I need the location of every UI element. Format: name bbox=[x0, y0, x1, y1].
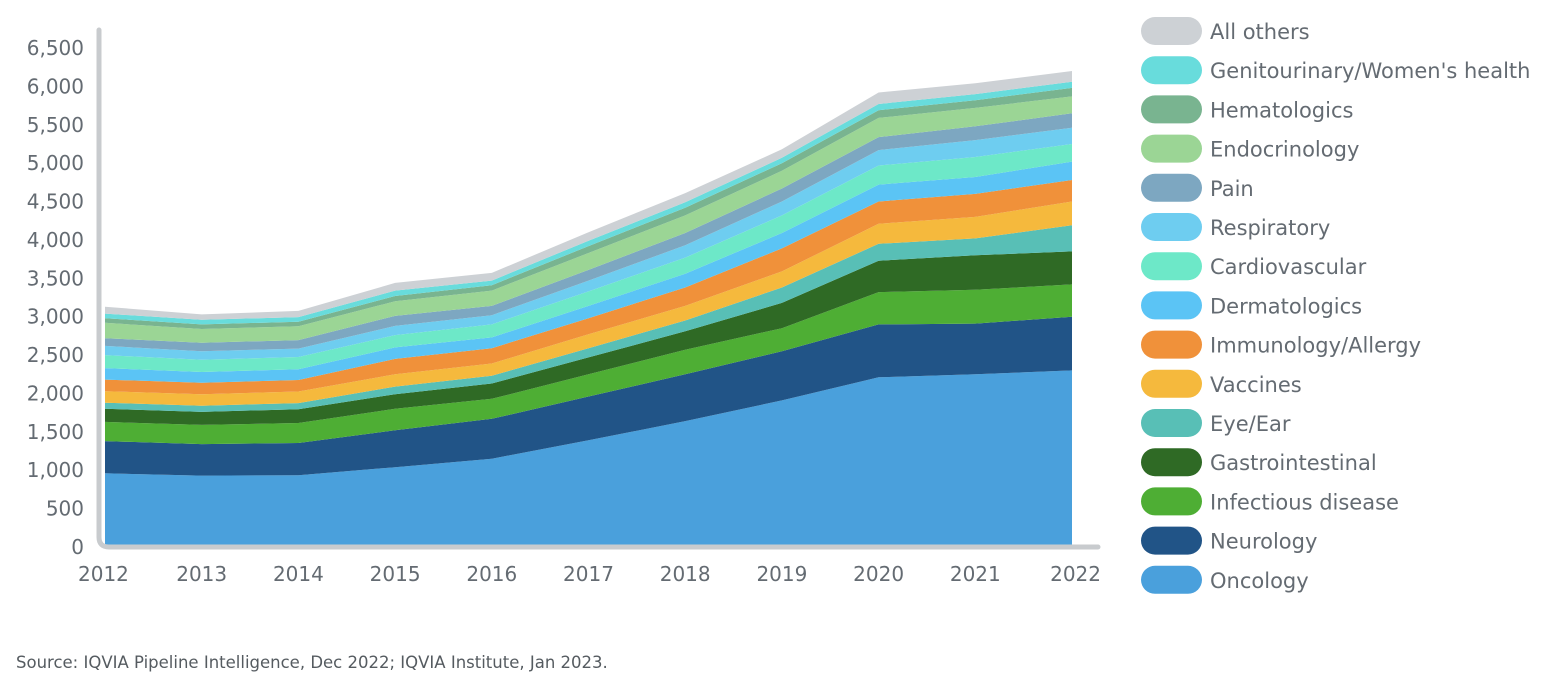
axes bbox=[96, 27, 1101, 550]
area-cardiovascular bbox=[105, 144, 1072, 372]
legend-swatch bbox=[1141, 448, 1202, 477]
legend-item: Gastrointestinal bbox=[1141, 448, 1377, 477]
legend-swatch bbox=[1141, 17, 1202, 45]
y-tick-label: 2,000 bbox=[27, 381, 84, 405]
x-tick-label: 2014 bbox=[273, 562, 324, 586]
y-tick-label: 5,500 bbox=[27, 113, 84, 137]
x-tick-label: 2015 bbox=[370, 562, 421, 586]
legend-swatch bbox=[1141, 213, 1202, 241]
y-tick-label: 4,000 bbox=[27, 228, 84, 252]
legend-item: Immunology/Allergy bbox=[1141, 330, 1421, 359]
x-tick-label: 2022 bbox=[1050, 562, 1101, 586]
legend-item: Oncology bbox=[1141, 565, 1309, 594]
legend-label: Respiratory bbox=[1210, 216, 1330, 240]
legend-swatch bbox=[1141, 565, 1202, 594]
y-tick-label: 6,000 bbox=[27, 74, 84, 98]
x-tick-label: 2020 bbox=[853, 562, 904, 586]
legend-swatch bbox=[1141, 291, 1202, 320]
legend-label: Immunology/Allergy bbox=[1210, 334, 1421, 358]
y-tick-label: 3,000 bbox=[27, 305, 84, 329]
legend-label: Dermatologics bbox=[1210, 294, 1362, 318]
legend-swatch bbox=[1141, 252, 1202, 281]
legend-swatch bbox=[1141, 409, 1202, 437]
legend-item: Hematologics bbox=[1141, 95, 1353, 124]
axis-line bbox=[96, 27, 1101, 550]
y-tick-label: 1,500 bbox=[27, 420, 84, 444]
area-eye-ear bbox=[105, 225, 1072, 412]
legend-label: Cardiovascular bbox=[1210, 255, 1367, 279]
area-neurology bbox=[105, 316, 1072, 476]
legend-item: Pain bbox=[1141, 173, 1254, 202]
legend: All others Genitourinary/Women's health He… bbox=[1141, 17, 1530, 594]
legend-label: Gastrointestinal bbox=[1210, 451, 1377, 475]
x-tick-label: 2018 bbox=[660, 562, 711, 586]
stacked-area-chart: 0 500 1,000 1,500 2,000 2,500 3,000 3,500 4,000 4… bbox=[27, 17, 1530, 594]
legend-label: Vaccines bbox=[1210, 373, 1302, 397]
legend-item: Infectious disease bbox=[1141, 487, 1399, 516]
y-tick-label: 6,500 bbox=[27, 36, 84, 60]
legend-label: Genitourinary/Women's health bbox=[1210, 59, 1530, 83]
y-axis-ticks: 0 500 1,000 1,500 2,000 2,500 3,000 3,500 4,000 4… bbox=[27, 36, 84, 559]
x-tick-label: 2017 bbox=[563, 562, 614, 586]
legend-item: Endocrinology bbox=[1141, 134, 1359, 163]
x-tick-label: 2012 bbox=[78, 562, 129, 586]
legend-label: Oncology bbox=[1210, 569, 1309, 593]
y-tick-label: 0 bbox=[71, 535, 84, 559]
legend-label: Pain bbox=[1210, 177, 1254, 201]
legend-label: All others bbox=[1210, 20, 1310, 44]
legend-item: Eye/Ear bbox=[1141, 409, 1291, 437]
area-series-group bbox=[105, 71, 1072, 547]
y-tick-label: 5,000 bbox=[27, 151, 84, 175]
y-tick-label: 1,000 bbox=[27, 458, 84, 482]
x-tick-label: 2019 bbox=[756, 562, 807, 586]
area-gastrointestinal bbox=[105, 251, 1072, 425]
x-axis-ticks: 2012 2013 2014 2015 2016 2017 2018 2019 2020 2021… bbox=[78, 562, 1101, 586]
legend-item: Cardiovascular bbox=[1141, 252, 1367, 281]
legend-label: Endocrinology bbox=[1210, 138, 1359, 162]
legend-swatch bbox=[1141, 134, 1202, 163]
legend-label: Eye/Ear bbox=[1210, 412, 1291, 436]
y-tick-label: 500 bbox=[46, 497, 84, 521]
legend-swatch bbox=[1141, 526, 1202, 555]
legend-swatch bbox=[1141, 173, 1202, 202]
legend-item: All others bbox=[1141, 17, 1310, 45]
legend-item: Neurology bbox=[1141, 526, 1317, 555]
legend-label: Infectious disease bbox=[1210, 490, 1399, 514]
source-note: Source: IQVIA Pipeline Intelligence, Dec… bbox=[16, 653, 608, 672]
x-tick-label: 2021 bbox=[950, 562, 1001, 586]
legend-label: Hematologics bbox=[1210, 98, 1353, 122]
area-dermatologics bbox=[105, 161, 1072, 383]
area-pain bbox=[105, 113, 1072, 352]
area-infectious-disease bbox=[105, 284, 1072, 445]
legend-swatch bbox=[1141, 369, 1202, 398]
area-vaccines bbox=[105, 201, 1072, 406]
legend-label: Neurology bbox=[1210, 530, 1317, 554]
legend-item: Dermatologics bbox=[1141, 291, 1362, 320]
y-tick-label: 2,500 bbox=[27, 343, 84, 367]
area-immunology-allergy bbox=[105, 180, 1072, 395]
legend-item: Genitourinary/Women's health bbox=[1141, 56, 1530, 85]
legend-item: Respiratory bbox=[1141, 213, 1330, 241]
area-respiratory bbox=[105, 127, 1072, 360]
y-tick-label: 4,500 bbox=[27, 190, 84, 214]
y-tick-label: 3,500 bbox=[27, 266, 84, 290]
legend-swatch bbox=[1141, 95, 1202, 124]
legend-swatch bbox=[1141, 330, 1202, 359]
area-oncology bbox=[105, 370, 1072, 547]
legend-swatch bbox=[1141, 487, 1202, 516]
legend-swatch bbox=[1141, 56, 1202, 85]
legend-item: Vaccines bbox=[1141, 369, 1302, 398]
x-tick-label: 2016 bbox=[466, 562, 517, 586]
area-endocrinology bbox=[105, 96, 1072, 343]
x-tick-label: 2013 bbox=[176, 562, 227, 586]
